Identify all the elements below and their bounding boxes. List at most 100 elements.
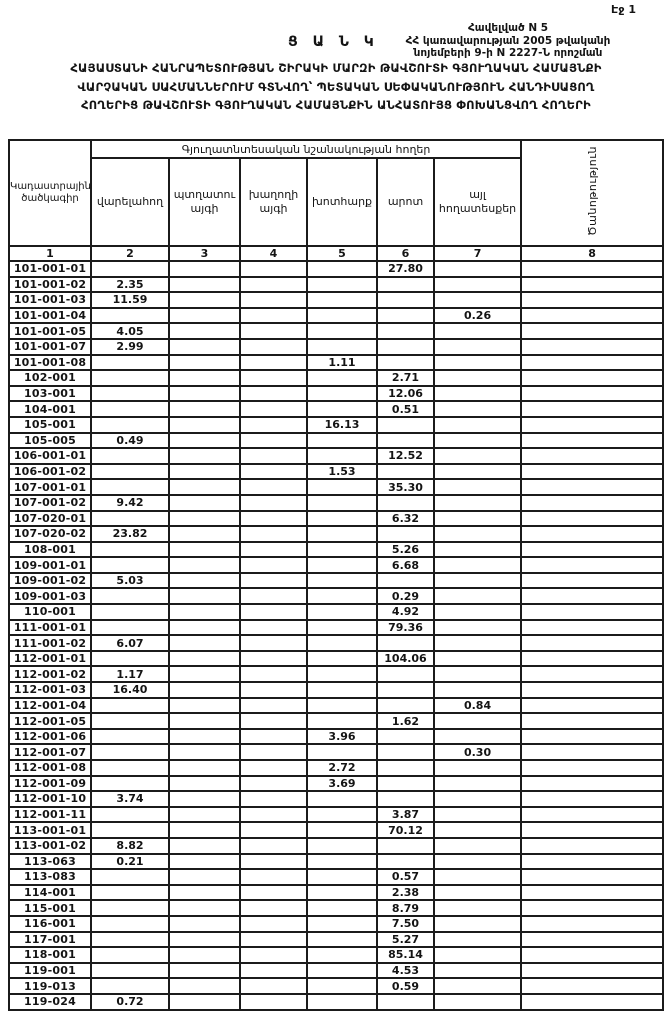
area-value-cell — [306, 603, 378, 621]
table-row: 119-024 0.72 — [8, 992, 665, 1011]
area-value-cell — [306, 431, 378, 450]
cadastral-code: 112-001-05 — [8, 712, 92, 730]
area-value-cell — [432, 415, 523, 434]
area-value-cell — [239, 759, 308, 777]
table-row: 113-001-01 70.12 — [8, 821, 665, 839]
area-value-cell — [432, 587, 523, 606]
table-row: 119-001 4.53 — [8, 961, 665, 980]
table-row: 113-063 0.21 — [8, 852, 665, 871]
area-value-cell — [432, 431, 523, 450]
area-value-cell — [90, 556, 170, 574]
area-value-cell — [432, 712, 523, 730]
area-value-cell — [432, 852, 523, 871]
area-value-cell — [432, 930, 523, 949]
area-value-cell — [90, 509, 170, 528]
area-value-cell — [168, 821, 241, 839]
pasture-header: արոտ — [376, 157, 435, 247]
area-value-cell — [168, 914, 241, 933]
area-value-cell — [432, 603, 523, 621]
cadastral-code: 113-083 — [8, 868, 92, 886]
area-value-cell — [520, 821, 665, 839]
annex-line-2: ՀՀ կառավարության 2005 թվականի — [405, 34, 611, 47]
cadastral-code: 119-024 — [8, 992, 92, 1011]
area-value-cell: 70.12 — [376, 821, 435, 839]
area-value-cell — [239, 836, 308, 855]
cadastral-code: 119-001 — [8, 961, 92, 980]
area-value-cell — [520, 790, 665, 808]
table-row: 111-001-01 79.36 — [8, 618, 665, 637]
area-value-cell: 23.82 — [90, 525, 170, 543]
area-value-cell — [520, 649, 665, 668]
area-value-cell — [90, 727, 170, 746]
table-row: 101-001-03 11.59 — [8, 291, 665, 309]
area-value-cell — [168, 415, 241, 434]
area-value-cell — [432, 291, 523, 309]
title-line-2: ՎԱՐՉԱԿԱՆ ՍԱՀՄԱՆՆԵՐՈՒՄ ԳՏՆՎՈՂ՝ ՊԵՏԱԿԱՆ ՍԵ… — [77, 79, 595, 94]
cadastral-code: 107-020-02 — [8, 525, 92, 543]
area-value-cell — [432, 618, 523, 637]
cadastral-code: 112-001-09 — [8, 774, 92, 793]
area-value-cell — [90, 930, 170, 949]
area-value-cell — [306, 821, 378, 839]
area-value-cell — [306, 556, 378, 574]
area-value-cell: 1.17 — [90, 665, 170, 684]
area-value-cell — [376, 322, 435, 340]
area-value-cell — [168, 275, 241, 294]
cadastral-code: 114-001 — [8, 883, 92, 902]
area-value-cell — [306, 681, 378, 699]
area-value-cell — [432, 260, 523, 278]
area-value-cell — [520, 587, 665, 606]
area-value-cell — [168, 992, 241, 1011]
area-value-cell — [239, 727, 308, 746]
table-row: 115-001 8.79 — [8, 899, 665, 917]
area-value-cell — [520, 759, 665, 777]
area-value-cell: 16.13 — [306, 415, 378, 434]
table-row: 107-020-02 23.82 — [8, 525, 665, 543]
area-value-cell — [168, 618, 241, 637]
area-value-cell: 2.72 — [306, 759, 378, 777]
area-value-cell — [376, 992, 435, 1011]
area-value-cell — [168, 899, 241, 917]
area-value-cell — [168, 322, 241, 340]
area-value-cell — [376, 727, 435, 746]
area-value-cell: 3.74 — [90, 790, 170, 808]
area-value-cell — [306, 899, 378, 917]
area-value-cell — [432, 914, 523, 933]
area-value-cell — [432, 992, 523, 1011]
area-value-cell — [520, 696, 665, 715]
area-value-cell — [239, 260, 308, 278]
area-value-cell — [90, 805, 170, 824]
area-value-cell — [239, 306, 308, 325]
area-value-cell — [168, 759, 241, 777]
cadastral-code: 105-005 — [8, 431, 92, 450]
area-value-cell — [432, 961, 523, 980]
area-value-cell — [520, 805, 665, 824]
area-value-cell — [306, 665, 378, 684]
cadastral-code: 110-001 — [8, 603, 92, 621]
area-value-cell — [239, 571, 308, 590]
area-value-cell — [168, 961, 241, 980]
table-row: 112-001-01 104.06 — [8, 649, 665, 668]
area-value-cell — [168, 447, 241, 465]
table-row: 106-001-02 1.53 — [8, 462, 665, 481]
area-value-cell — [520, 774, 665, 793]
area-value-cell — [520, 369, 665, 387]
area-value-cell — [432, 899, 523, 917]
area-value-cell — [90, 977, 170, 995]
table-row: 106-001-01 12.52 — [8, 447, 665, 465]
area-value-cell — [432, 634, 523, 652]
document-type-heading: Ց Ա Ն Կ — [288, 34, 379, 50]
area-value-cell — [239, 384, 308, 403]
area-value-cell — [168, 337, 241, 356]
area-value-cell — [432, 946, 523, 964]
table-row: 112-001-03 16.40 — [8, 681, 665, 699]
cadastral-code: 101-001-02 — [8, 275, 92, 294]
area-value-cell — [306, 914, 378, 933]
area-value-cell — [306, 571, 378, 590]
table-row: 117-001 5.27 — [8, 930, 665, 949]
area-value-cell — [306, 322, 378, 340]
area-value-cell: 1.53 — [306, 462, 378, 481]
area-value-cell — [90, 712, 170, 730]
area-value-cell — [90, 759, 170, 777]
table-row: 112-001-02 1.17 — [8, 665, 665, 684]
